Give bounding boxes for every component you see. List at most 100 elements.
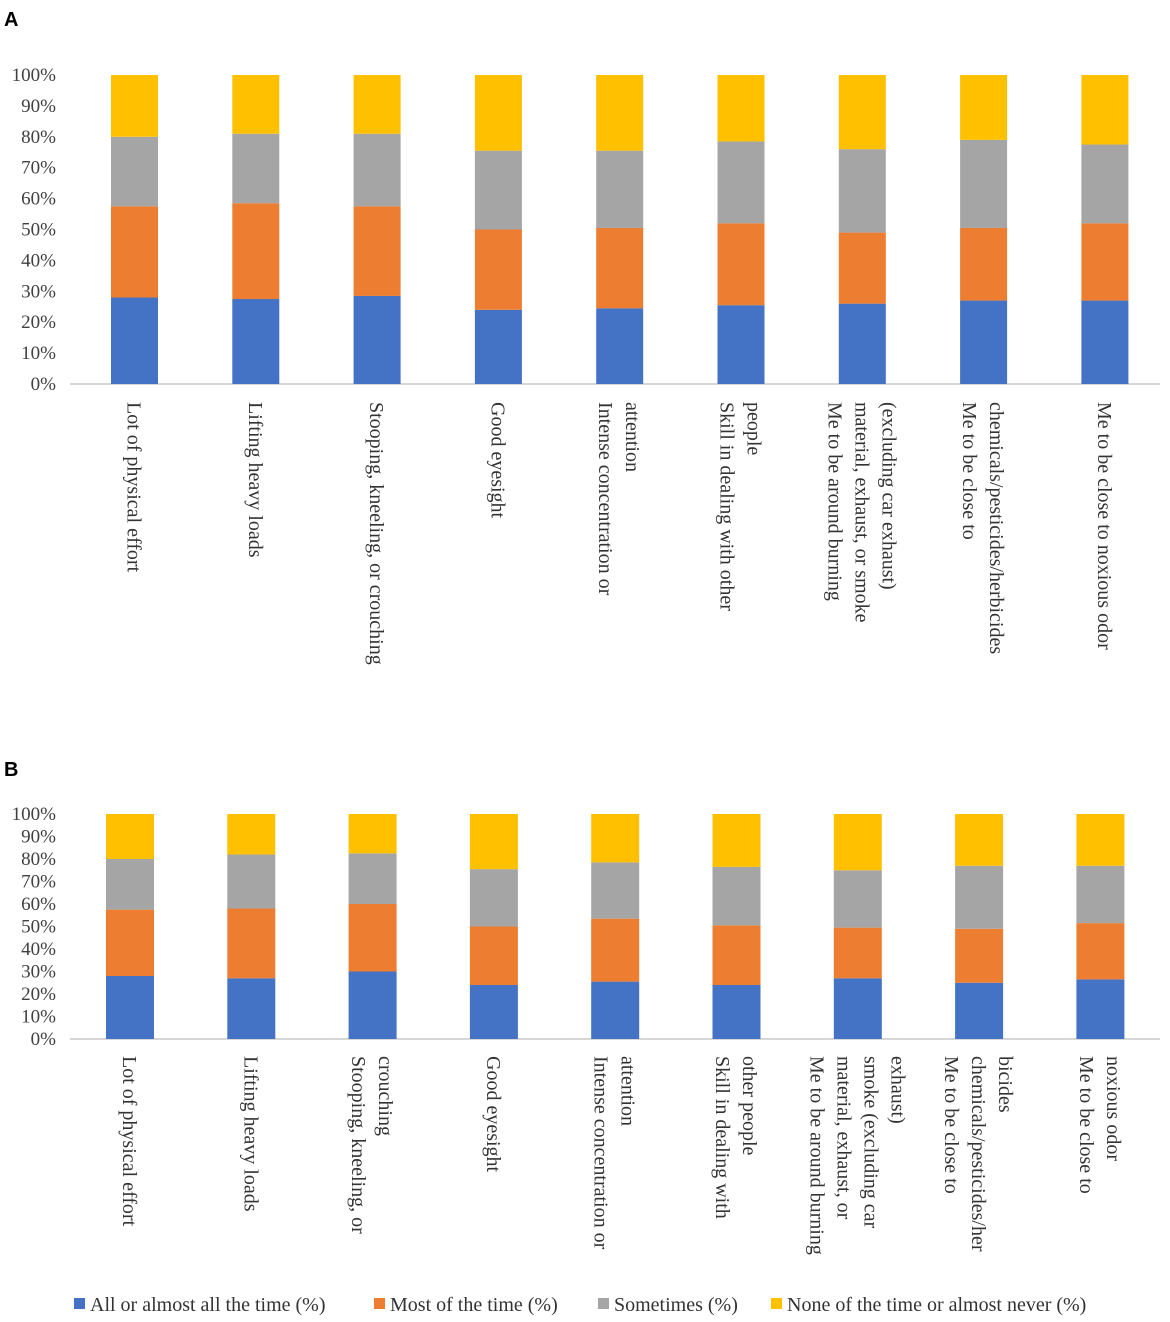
legend-swatch-all-time (74, 1298, 85, 1309)
x-category-label-line: exhaust) (886, 1056, 908, 1124)
bar-segment-none-time (111, 75, 158, 137)
y-tick-label: 40% (21, 250, 56, 271)
x-category-label-line: Lot of physical effort (118, 1056, 140, 1227)
x-category-label-line: Stooping, kneeling, or crouching (365, 402, 387, 665)
y-tick-label: 20% (21, 984, 56, 1005)
bar-segment-all-time (353, 295, 401, 384)
bar-segment-none-time (106, 814, 154, 859)
bar-segment-none-time (469, 814, 518, 870)
bar-segment-most-time (474, 229, 522, 310)
bar-segment-none-time (227, 814, 276, 855)
y-tick-label: 80% (21, 127, 56, 148)
y-tick-label: 50% (21, 220, 56, 241)
legend-label: Most of the time (%) (390, 1294, 558, 1316)
bar-segment-most-time (227, 908, 276, 979)
x-category-label-line: bicides (994, 1056, 1016, 1113)
bar-segment-sometimes (469, 869, 518, 927)
y-tick-label: 60% (21, 189, 56, 210)
bar-segment-most-time (596, 227, 644, 309)
bar-segment-most-time (717, 223, 765, 306)
bar-segment-most-time (1081, 223, 1129, 301)
y-tick-label: 50% (21, 917, 56, 938)
y-tick-label: 60% (21, 894, 56, 915)
bar-segment-all-time (712, 985, 761, 1039)
bar-segment-sometimes (955, 865, 1004, 929)
legend: All or almost all the time (%) Most of th… (74, 1294, 1086, 1316)
bar-segment-most-time (111, 206, 158, 298)
x-category-label-line: people (743, 402, 765, 455)
bar-segment-sometimes (717, 141, 765, 224)
x-category-label-line: noxious odor (1102, 1056, 1124, 1161)
bar-segment-sometimes (1076, 865, 1125, 924)
y-tick-label: 100% (12, 804, 57, 825)
panel-b-chart: 0%10%20%30%40%50%60%70%80%90%100% Lot of … (12, 804, 1160, 1255)
bar-segment-all-time (955, 982, 1004, 1039)
y-tick-label: 0% (31, 1029, 57, 1050)
bar-segment-most-time (348, 904, 397, 972)
y-tick-label: 70% (21, 872, 56, 893)
x-category-label-line: Me to be close to (940, 1056, 962, 1194)
x-category-label-line: other people (738, 1056, 760, 1156)
x-category-label: Stooping, kneeling, or crouching (347, 1056, 396, 1234)
x-category-label-line: Me to be close to (1075, 1056, 1097, 1194)
x-category-label: Stooping, kneeling, or crouching (365, 402, 387, 665)
bar-segment-all-time (833, 978, 882, 1039)
panel-letter-a: A (4, 9, 18, 31)
x-category-label: Good eyesight (482, 1056, 504, 1173)
bar-segment-most-time (960, 227, 1008, 301)
bar-segment-none-time (838, 75, 886, 150)
y-tick-label: 30% (21, 962, 56, 983)
bar-segment-sometimes (474, 150, 522, 230)
bar-segment-none-time (960, 75, 1008, 140)
bar-segment-sometimes (838, 149, 886, 233)
bar-segment-none-time (1076, 814, 1125, 866)
y-tick-label: 70% (21, 158, 56, 179)
x-category-label-line: attention (617, 1056, 639, 1126)
bar-segment-sometimes (712, 866, 761, 926)
bar-segment-all-time (838, 303, 886, 384)
x-category-label-line: Skill in dealing with other (716, 402, 738, 611)
bar-segment-none-time (348, 814, 397, 854)
x-category-label-line: Me to be around burning (805, 1056, 827, 1255)
x-category-label: Me to be close to noxious odor (1093, 402, 1115, 650)
x-category-label-line: Me to be close to (958, 402, 980, 540)
y-tick-label: 10% (21, 343, 56, 364)
bar-segment-sometimes (232, 133, 280, 204)
legend-label: All or almost all the time (%) (90, 1294, 326, 1316)
y-tick-label: 20% (21, 312, 56, 333)
bar-segment-all-time (348, 971, 397, 1039)
bar-segment-sometimes (960, 139, 1008, 228)
x-category-label-line: Lifting heavy loads (244, 402, 266, 558)
y-tick-label: 0% (31, 374, 57, 395)
bar-segment-all-time (1081, 300, 1129, 384)
x-category-label-line: attention (621, 402, 643, 472)
bar-segment-most-time (353, 206, 401, 296)
x-category-label-line: chemicals/pesticides/herbicides (985, 402, 1007, 654)
bar-segment-all-time (227, 978, 276, 1039)
bar-segment-most-time (469, 926, 518, 985)
bar-segment-none-time (717, 75, 765, 142)
x-category-label-line: smoke (excluding car (859, 1056, 881, 1228)
bar-segment-sometimes (591, 862, 640, 919)
bar-segment-most-time (712, 925, 761, 985)
bar-segment-none-time (591, 814, 640, 863)
x-category-label: Intense concentration or attention (594, 402, 643, 596)
x-category-label-line: material, exhaust, or (832, 1056, 854, 1220)
x-category-label-line: Skill in dealing with (711, 1056, 733, 1219)
x-category-label: Me to be close to chemicals/pesticides/he… (940, 1056, 1016, 1252)
bar-segment-all-time (232, 299, 280, 384)
x-category-label-line: Me to be around burning (823, 402, 845, 601)
x-category-label: Skill in dealing with other people (716, 402, 765, 611)
panel-a-chart: 0% 10% 20% 30% 40% 50% 60% 70% 80% 90% 100% Lot of … (12, 65, 1160, 665)
bar-segment-sometimes (111, 136, 158, 207)
x-category-label-line: Lifting heavy loads (239, 1056, 261, 1212)
panel-letter-b: B (4, 759, 18, 781)
x-category-label: Lot of physical effort (118, 1056, 140, 1227)
x-category-label-line: Intense concentration or (594, 402, 616, 596)
bar-segment-most-time (232, 203, 280, 300)
bar-segment-none-time (1081, 75, 1129, 145)
bar-segment-sometimes (833, 870, 882, 928)
x-category-label-line: Stooping, kneeling, or (347, 1056, 369, 1234)
bar-segment-sometimes (353, 133, 401, 207)
bar-segment-none-time (474, 75, 522, 151)
